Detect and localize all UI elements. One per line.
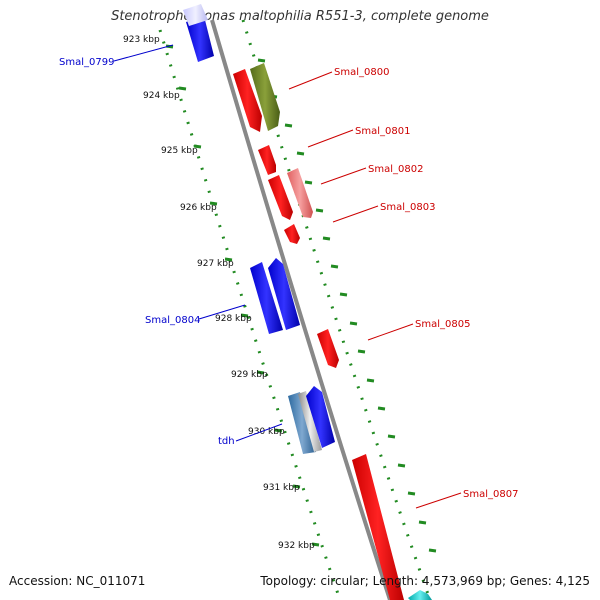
tick-label-930: 930 kbp — [248, 427, 285, 437]
gene-smal-0799-faint-arrow[interactable] — [183, 4, 208, 26]
gene-bottom-cyan-arrow[interactable] — [408, 590, 432, 600]
gene-label-tdh[interactable]: tdh — [218, 436, 235, 447]
gene-tdh-arrow-1[interactable] — [288, 392, 316, 454]
gene-label-smal-0801[interactable]: Smal_0801 — [355, 126, 410, 137]
tick-label-926: 926 kbp — [180, 203, 217, 213]
gene-smal-0804-arrow-1[interactable] — [250, 262, 283, 334]
accession-label: Accession: NC_011071 — [9, 574, 146, 588]
tick-label-932: 932 kbp — [278, 541, 315, 551]
gene-label-smal-0804[interactable]: Smal_0804 — [145, 315, 200, 326]
gene-smal-0804-arrow-2[interactable] — [268, 258, 300, 330]
gene-smal-0807-arrow[interactable] — [352, 454, 404, 600]
gene-tdh-arrow-2[interactable] — [298, 391, 322, 452]
genome-backbone — [210, 19, 392, 600]
gene-smal-0800-arrow-red[interactable] — [233, 69, 262, 132]
tick-label-931: 931 kbp — [263, 483, 300, 493]
genome-summary: Topology: circular; Length: 4,573,969 bp… — [260, 574, 590, 588]
gene-smal-0800-arrow-green[interactable] — [250, 63, 280, 131]
gene-label-smal-0802[interactable]: Smal_0802 — [368, 164, 423, 175]
tick-labels: 923 kbp 924 kbp 925 kbp 926 kbp 927 kbp … — [123, 35, 315, 551]
label-connectors — [113, 44, 462, 509]
gene-smal-0803-arrow-1[interactable] — [268, 175, 293, 220]
tick-label-923: 923 kbp — [123, 35, 160, 45]
tick-label-925: 925 kbp — [161, 146, 198, 156]
tick-label-927: 927 kbp — [197, 259, 234, 269]
tick-label-929: 929 kbp — [231, 370, 268, 380]
gene-smal-0805-arrow[interactable] — [317, 329, 339, 368]
gene-label-smal-0805[interactable]: Smal_0805 — [415, 319, 470, 330]
gene-smal-0803-arrow-2[interactable] — [284, 224, 300, 244]
gene-label-smal-0807[interactable]: Smal_0807 — [463, 489, 518, 500]
outer-dotted-circle-left — [158, 29, 342, 600]
gene-labels: Smal_0799 Smal_0800 Smal_0801 Smal_0802 … — [59, 57, 518, 500]
gene-label-smal-0803[interactable]: Smal_0803 — [380, 202, 435, 213]
tick-label-928: 928 kbp — [215, 314, 252, 324]
gene-smal-0801-arrow[interactable] — [258, 145, 276, 175]
gene-label-smal-0799[interactable]: Smal_0799 — [59, 57, 114, 68]
gene-smal-0802-arrow[interactable] — [287, 168, 313, 218]
gene-smal-0799-arrow[interactable] — [186, 16, 214, 62]
gene-label-smal-0800[interactable]: Smal_0800 — [334, 67, 389, 78]
gene-tdh-arrow-3[interactable] — [306, 386, 335, 448]
tick-label-924: 924 kbp — [143, 91, 180, 101]
